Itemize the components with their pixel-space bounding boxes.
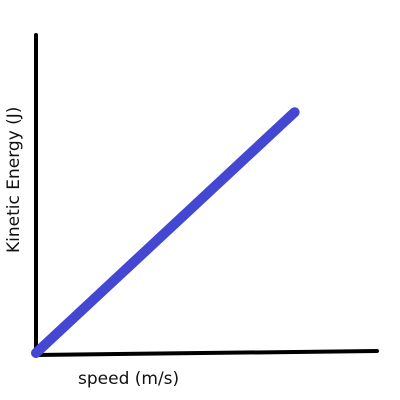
- series-layer: [31, 107, 300, 358]
- x-axis-label: speed (m/s): [78, 369, 179, 389]
- y-axis-label: Kinetic Energy (J): [4, 107, 24, 253]
- series-line-1: [31, 107, 300, 358]
- x-axis: [34, 349, 379, 357]
